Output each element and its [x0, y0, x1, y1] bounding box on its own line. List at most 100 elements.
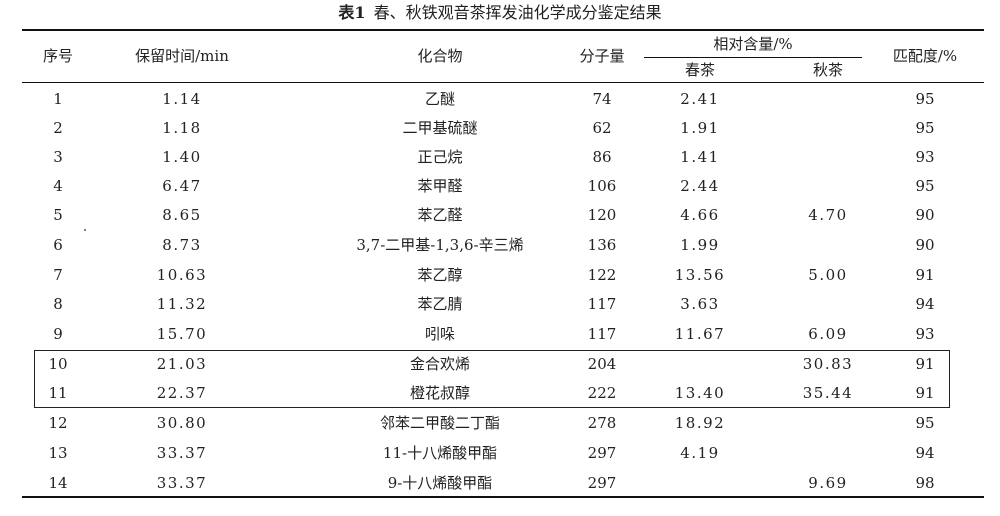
- cell-no: 4: [53, 177, 63, 195]
- cell-match: 95: [915, 90, 935, 108]
- table-row: 5 8.65 苯乙醛 120 4.66 4.70 90: [22, 200, 984, 230]
- cell-autumn-content: 4.70: [808, 206, 848, 224]
- cell-compound: 金合欢烯: [409, 355, 470, 373]
- header-subrule: [644, 57, 862, 58]
- cell-spring-content: 1.41: [680, 148, 720, 166]
- table-row: 6 8.73 3,7-二甲基-1,3,6-辛三烯 136 1.99 90: [22, 230, 984, 260]
- table-title: 春、秋铁观音茶挥发油化学成分鉴定结果: [373, 3, 662, 22]
- cell-compound: 苯乙醛: [417, 206, 463, 224]
- cell-no: 2: [53, 119, 63, 137]
- cell-spring-content: 11.67: [674, 325, 726, 343]
- cell-match: 91: [915, 384, 935, 402]
- cell-spring-content: 13.56: [674, 266, 726, 284]
- cell-autumn-content: 9.69: [808, 474, 848, 492]
- cell-spring-content: 13.40: [674, 384, 726, 402]
- cell-no: 8: [53, 295, 63, 313]
- cell-retention-time: 6.47: [162, 177, 202, 195]
- cell-compound: 11-十八烯酸甲酯: [382, 444, 498, 462]
- table-row: 1 1.14 乙醚 74 2.41 95: [22, 84, 984, 114]
- table-row: 12 30.80 邻苯二甲酸二丁酯 278 18.92 95: [22, 408, 984, 438]
- cell-molecular-weight: 120: [587, 206, 617, 224]
- cell-compound: 苯甲醛: [417, 177, 463, 195]
- cell-compound: 3,7-二甲基-1,3,6-辛三烯: [356, 236, 524, 254]
- cell-molecular-weight: 297: [587, 474, 617, 492]
- cell-compound: 9-十八烯酸甲酯: [387, 474, 493, 492]
- cell-autumn-content: 30.83: [802, 355, 854, 373]
- cell-match: 95: [915, 177, 935, 195]
- table-label: 表1: [338, 3, 366, 22]
- cell-autumn-content: 6.09: [808, 325, 848, 343]
- cell-retention-time: 33.37: [156, 444, 208, 462]
- cell-molecular-weight: 204: [587, 355, 617, 373]
- cell-no: 3: [53, 148, 63, 166]
- cell-match: 95: [915, 119, 935, 137]
- cell-molecular-weight: 122: [587, 266, 617, 284]
- cell-retention-time: 15.70: [156, 325, 208, 343]
- cell-retention-time: 1.14: [162, 90, 202, 108]
- cell-compound: 吲哚: [424, 325, 455, 343]
- cell-no: 14: [48, 474, 68, 492]
- table-row: 2 1.18 二甲基硫醚 62 1.91 95: [22, 113, 984, 143]
- cell-no: 9: [53, 325, 63, 343]
- header-match-degree: 匹配度/%: [892, 47, 958, 65]
- table-row: 8 11.32 苯乙腈 117 3.63 94: [22, 289, 984, 319]
- table-row: 7 10.63 苯乙醇 122 13.56 5.00 91: [22, 260, 984, 290]
- cell-molecular-weight: 74: [592, 90, 612, 108]
- cell-compound: 二甲基硫醚: [402, 119, 478, 137]
- table-row: 11 22.37 橙花叔醇 222 13.40 35.44 91: [22, 378, 984, 408]
- header-spring-tea: 春茶: [684, 61, 715, 79]
- cell-spring-content: [640, 468, 760, 498]
- bottom-rule: [22, 496, 984, 498]
- header-compound: 化合物: [417, 47, 463, 65]
- cell-autumn-content: 5.00: [808, 266, 848, 284]
- cell-compound: 邻苯二甲酸二丁酯: [379, 414, 500, 432]
- cell-retention-time: 8.73: [162, 236, 202, 254]
- cell-retention-time: 1.18: [162, 119, 202, 137]
- cell-no: 11: [48, 384, 68, 402]
- cell-no: 10: [48, 355, 68, 373]
- table-row: 10 21.03 金合欢烯 204 30.83 91: [22, 349, 984, 379]
- highlight-box: [34, 350, 950, 408]
- cell-molecular-weight: 106: [587, 177, 617, 195]
- cell-retention-time: 33.37: [156, 474, 208, 492]
- cell-match: 98: [915, 474, 935, 492]
- cell-no: 13: [48, 444, 68, 462]
- table-caption: 表1 春、秋铁观音茶挥发油化学成分鉴定结果: [0, 2, 1000, 24]
- cell-spring-content: 2.41: [680, 90, 720, 108]
- cell-molecular-weight: 86: [592, 148, 612, 166]
- table-row: 13 33.37 11-十八烯酸甲酯 297 4.19 94: [22, 438, 984, 468]
- header-relative-content: 相对含量/%: [713, 35, 793, 53]
- cell-match: 93: [915, 325, 935, 343]
- cell-match: 94: [915, 295, 935, 313]
- cell-retention-time: 22.37: [156, 384, 208, 402]
- cell-match: 95: [915, 414, 935, 432]
- cell-retention-time: 10.63: [156, 266, 208, 284]
- table-row: 9 15.70 吲哚 117 11.67 6.09 93: [22, 319, 984, 349]
- cell-spring-content: 18.92: [674, 414, 726, 432]
- table-row: 4 6.47 苯甲醛 106 2.44 95: [22, 171, 984, 201]
- cell-no: 1: [53, 90, 63, 108]
- cell-spring-content: 4.19: [680, 444, 720, 462]
- cell-molecular-weight: 278: [587, 414, 617, 432]
- cell-autumn-content: 35.44: [802, 384, 854, 402]
- cell-match: 90: [915, 206, 935, 224]
- cell-retention-time: 1.40: [162, 148, 202, 166]
- cell-molecular-weight: 117: [587, 325, 617, 343]
- cell-molecular-weight: 117: [587, 295, 617, 313]
- cell-match: 93: [915, 148, 935, 166]
- cell-compound: 橙花叔醇: [409, 384, 470, 402]
- cell-spring-content: 3.63: [680, 295, 720, 313]
- cell-compound: 苯乙醇: [417, 266, 463, 284]
- cell-molecular-weight: 297: [587, 444, 617, 462]
- cell-no: 5: [53, 206, 63, 224]
- cell-no: 12: [48, 414, 68, 432]
- header-rule: [22, 82, 984, 83]
- cell-molecular-weight: 62: [592, 119, 612, 137]
- header-retention-time: 保留时间/min: [135, 47, 229, 65]
- cell-no: 7: [53, 266, 63, 284]
- cell-retention-time: 8.65: [162, 206, 202, 224]
- stray-mark: [84, 229, 86, 231]
- cell-compound: 乙醚: [424, 90, 455, 108]
- cell-spring-content: 1.99: [680, 236, 720, 254]
- cell-match: 90: [915, 236, 935, 254]
